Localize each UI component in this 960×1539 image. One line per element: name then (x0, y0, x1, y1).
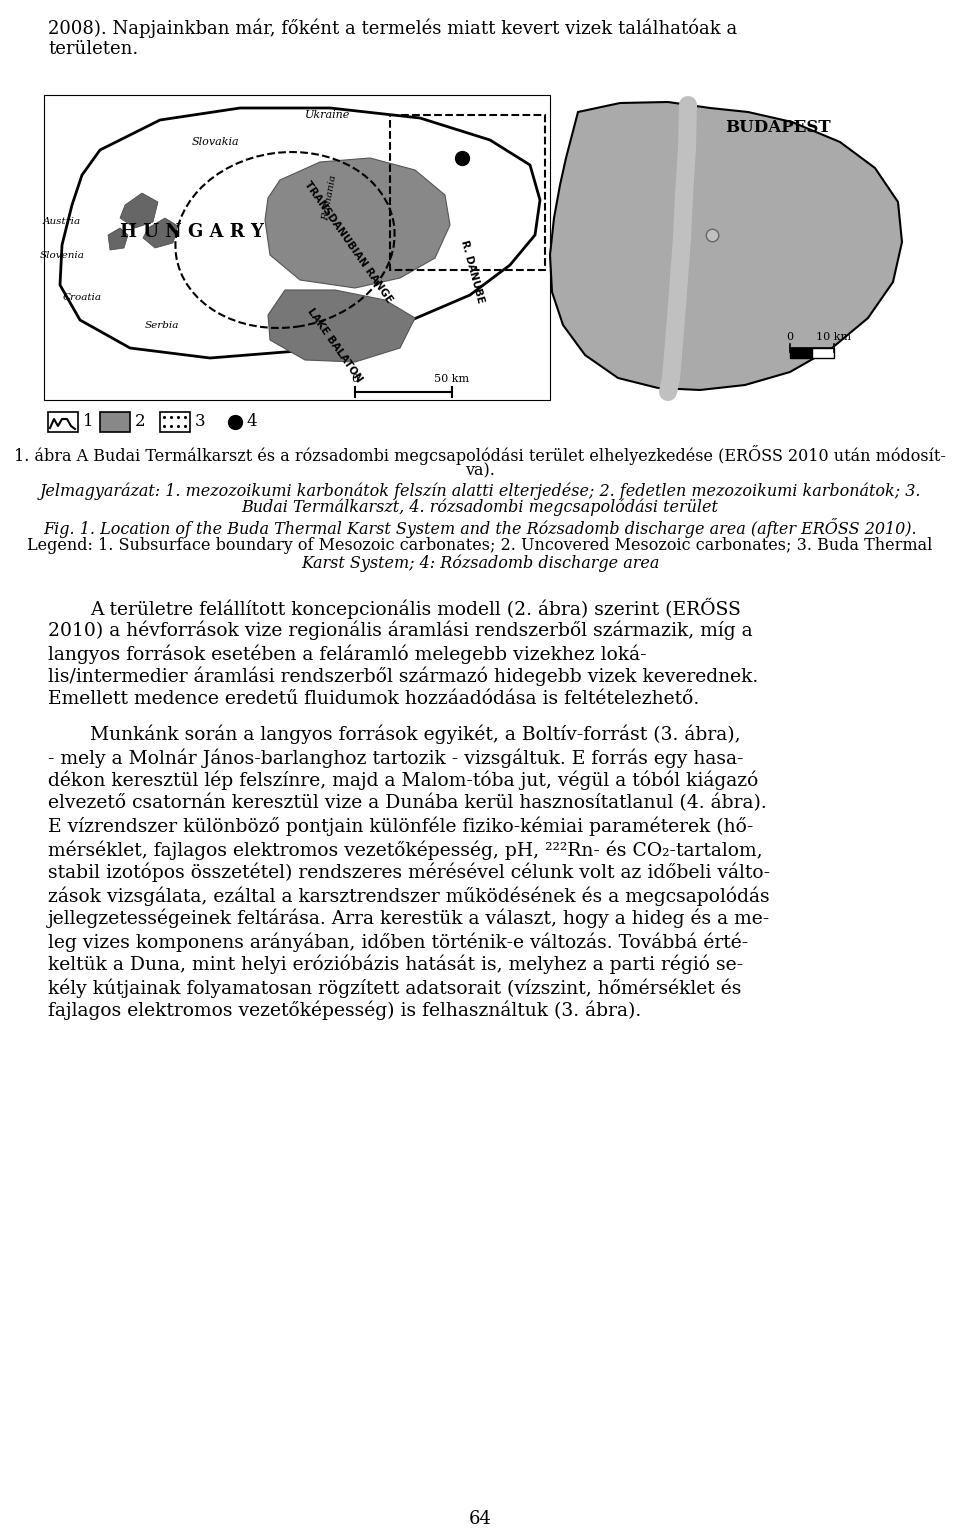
Text: lis/intermedier áramlási rendszerből származó hidegebb vizek keverednek.: lis/intermedier áramlási rendszerből szá… (48, 666, 758, 686)
Text: va).: va). (465, 462, 495, 479)
Text: keltük a Duna, mint helyi erózióbázis hatását is, melyhez a parti régió se-: keltük a Duna, mint helyi erózióbázis ha… (48, 956, 743, 974)
Text: jellegzetességeinek feltárása. Arra kerestük a választ, hogy a hideg és a me-: jellegzetességeinek feltárása. Arra kere… (48, 910, 770, 928)
Text: Jelmagyarázat: 1. mezozoikumi karbonátok felszín alatti elterjedése; 2. fedetlen: Jelmagyarázat: 1. mezozoikumi karbonátok… (39, 482, 921, 500)
Text: Legend: 1. Subsurface boundary of Mesozoic carbonates; 2. Uncovered Mesozoic car: Legend: 1. Subsurface boundary of Mesozo… (27, 537, 933, 554)
Text: BUDAPEST: BUDAPEST (725, 120, 830, 137)
Text: TRANSDANUBIAN RANGE: TRANSDANUBIAN RANGE (302, 180, 394, 305)
Text: mérséklet, fajlagos elektromos vezetőképesség, pH, ²²²Rn- és CO₂-tartalom,: mérséklet, fajlagos elektromos vezetőkép… (48, 840, 762, 859)
Text: 64: 64 (468, 1510, 492, 1528)
Text: 2: 2 (135, 414, 146, 431)
Text: Fig. 1. Location of the Buda Thermal Karst System and the Rózsadomb discharge ar: Fig. 1. Location of the Buda Thermal Kar… (43, 519, 917, 539)
Text: Slovakia: Slovakia (191, 137, 239, 148)
Bar (44, 95, 550, 400)
Text: 3: 3 (195, 414, 205, 431)
Bar (812, 348, 834, 359)
Text: Emellett medence eredetű fluidumok hozzáadódása is feltételezhető.: Emellett medence eredetű fluidumok hozzá… (48, 689, 699, 708)
Text: zások vizsgálata, ezáltal a karsztrendszer működésének és a megcsapolódás: zások vizsgálata, ezáltal a karsztrendsz… (48, 886, 770, 905)
Text: Serbia: Serbia (145, 322, 180, 331)
Text: elvezető csatornán keresztül vize a Dunába kerül hasznosítatlanul (4. ábra).: elvezető csatornán keresztül vize a Duná… (48, 794, 767, 813)
Text: Croatia: Croatia (62, 294, 102, 303)
Text: fajlagos elektromos vezetőképesség) is felhasználtuk (3. ábra).: fajlagos elektromos vezetőképesség) is f… (48, 1000, 641, 1020)
Text: 50 km: 50 km (435, 374, 469, 385)
Text: Karst System; 4: Rózsadomb discharge area: Karst System; 4: Rózsadomb discharge are… (300, 554, 660, 571)
Text: R. DANUBE: R. DANUBE (459, 240, 485, 305)
Text: H U N G A R Y: H U N G A R Y (120, 223, 264, 242)
Text: E vízrendszer különböző pontjain különféle fiziko-kémiai paraméterek (hő-: E vízrendszer különböző pontjain különfé… (48, 817, 754, 837)
Polygon shape (120, 192, 158, 228)
Polygon shape (60, 108, 540, 359)
Text: Ukraine: Ukraine (305, 109, 350, 120)
Bar (40, 95, 920, 405)
Text: Budai Termálkarszt, 4. rózsadombi megcsapolódási terület: Budai Termálkarszt, 4. rózsadombi megcsa… (242, 499, 718, 517)
Bar (790, 348, 812, 359)
Bar (100, 412, 130, 432)
Text: A területre felállított koncepcionális modell (2. ábra) szerint (ERŐSS: A területre felállított koncepcionális m… (90, 599, 741, 619)
Text: kély kútjainak folyamatosan rögzített adatsorait (vízszint, hőmérséklet és: kély kútjainak folyamatosan rögzített ad… (48, 977, 741, 997)
Text: dékon keresztül lép felszínre, majd a Malom-tóba jut, végül a tóból kiágazó: dékon keresztül lép felszínre, majd a Ma… (48, 771, 758, 791)
Text: 1. ábra A Budai Termálkarszt és a rózsadombi megcsapolódási terület elhelyezkedé: 1. ábra A Budai Termálkarszt és a rózsad… (14, 445, 946, 465)
Text: 2010) a hévforrások vize regionális áramlási rendszerből származik, míg a: 2010) a hévforrások vize regionális áram… (48, 622, 753, 640)
Text: 2008). Napjainkban már, főként a termelés miatt kevert vizek találhatóak a: 2008). Napjainkban már, főként a termelé… (48, 18, 737, 37)
Text: stabil izotópos összetétel) rendszeres mérésével célunk volt az időbeli válto-: stabil izotópos összetétel) rendszeres m… (48, 863, 770, 882)
Text: 4: 4 (246, 414, 256, 431)
Text: 1: 1 (83, 414, 94, 431)
Polygon shape (268, 289, 415, 362)
Text: Munkánk során a langyos források egyikét, a Boltív-forrást (3. ábra),: Munkánk során a langyos források egyikét… (90, 725, 740, 745)
Polygon shape (108, 228, 128, 249)
Text: 0: 0 (786, 332, 794, 342)
Polygon shape (143, 219, 178, 248)
Text: langyos források esetében a feláramló melegebb vizekhez loká-: langyos források esetében a feláramló me… (48, 643, 647, 663)
Bar (160, 412, 190, 432)
Text: Austria: Austria (43, 217, 81, 226)
Text: 0: 0 (351, 374, 359, 385)
Polygon shape (550, 102, 902, 389)
Text: leg vizes komponens arányában, időben történik-e változás. Továbbá érté-: leg vizes komponens arányában, időben tö… (48, 933, 748, 951)
Text: 10 km: 10 km (816, 332, 852, 342)
Text: LAKE BALATON: LAKE BALATON (305, 306, 365, 383)
Bar (48, 412, 78, 432)
Text: Slovenia: Slovenia (39, 251, 84, 260)
Text: Romania: Romania (322, 174, 339, 222)
Text: területen.: területen. (48, 40, 138, 58)
Polygon shape (265, 159, 450, 288)
Text: - mely a Molnár János-barlanghoz tartozik - vizsgáltuk. E forrás egy hasa-: - mely a Molnár János-barlanghoz tartozi… (48, 748, 743, 768)
